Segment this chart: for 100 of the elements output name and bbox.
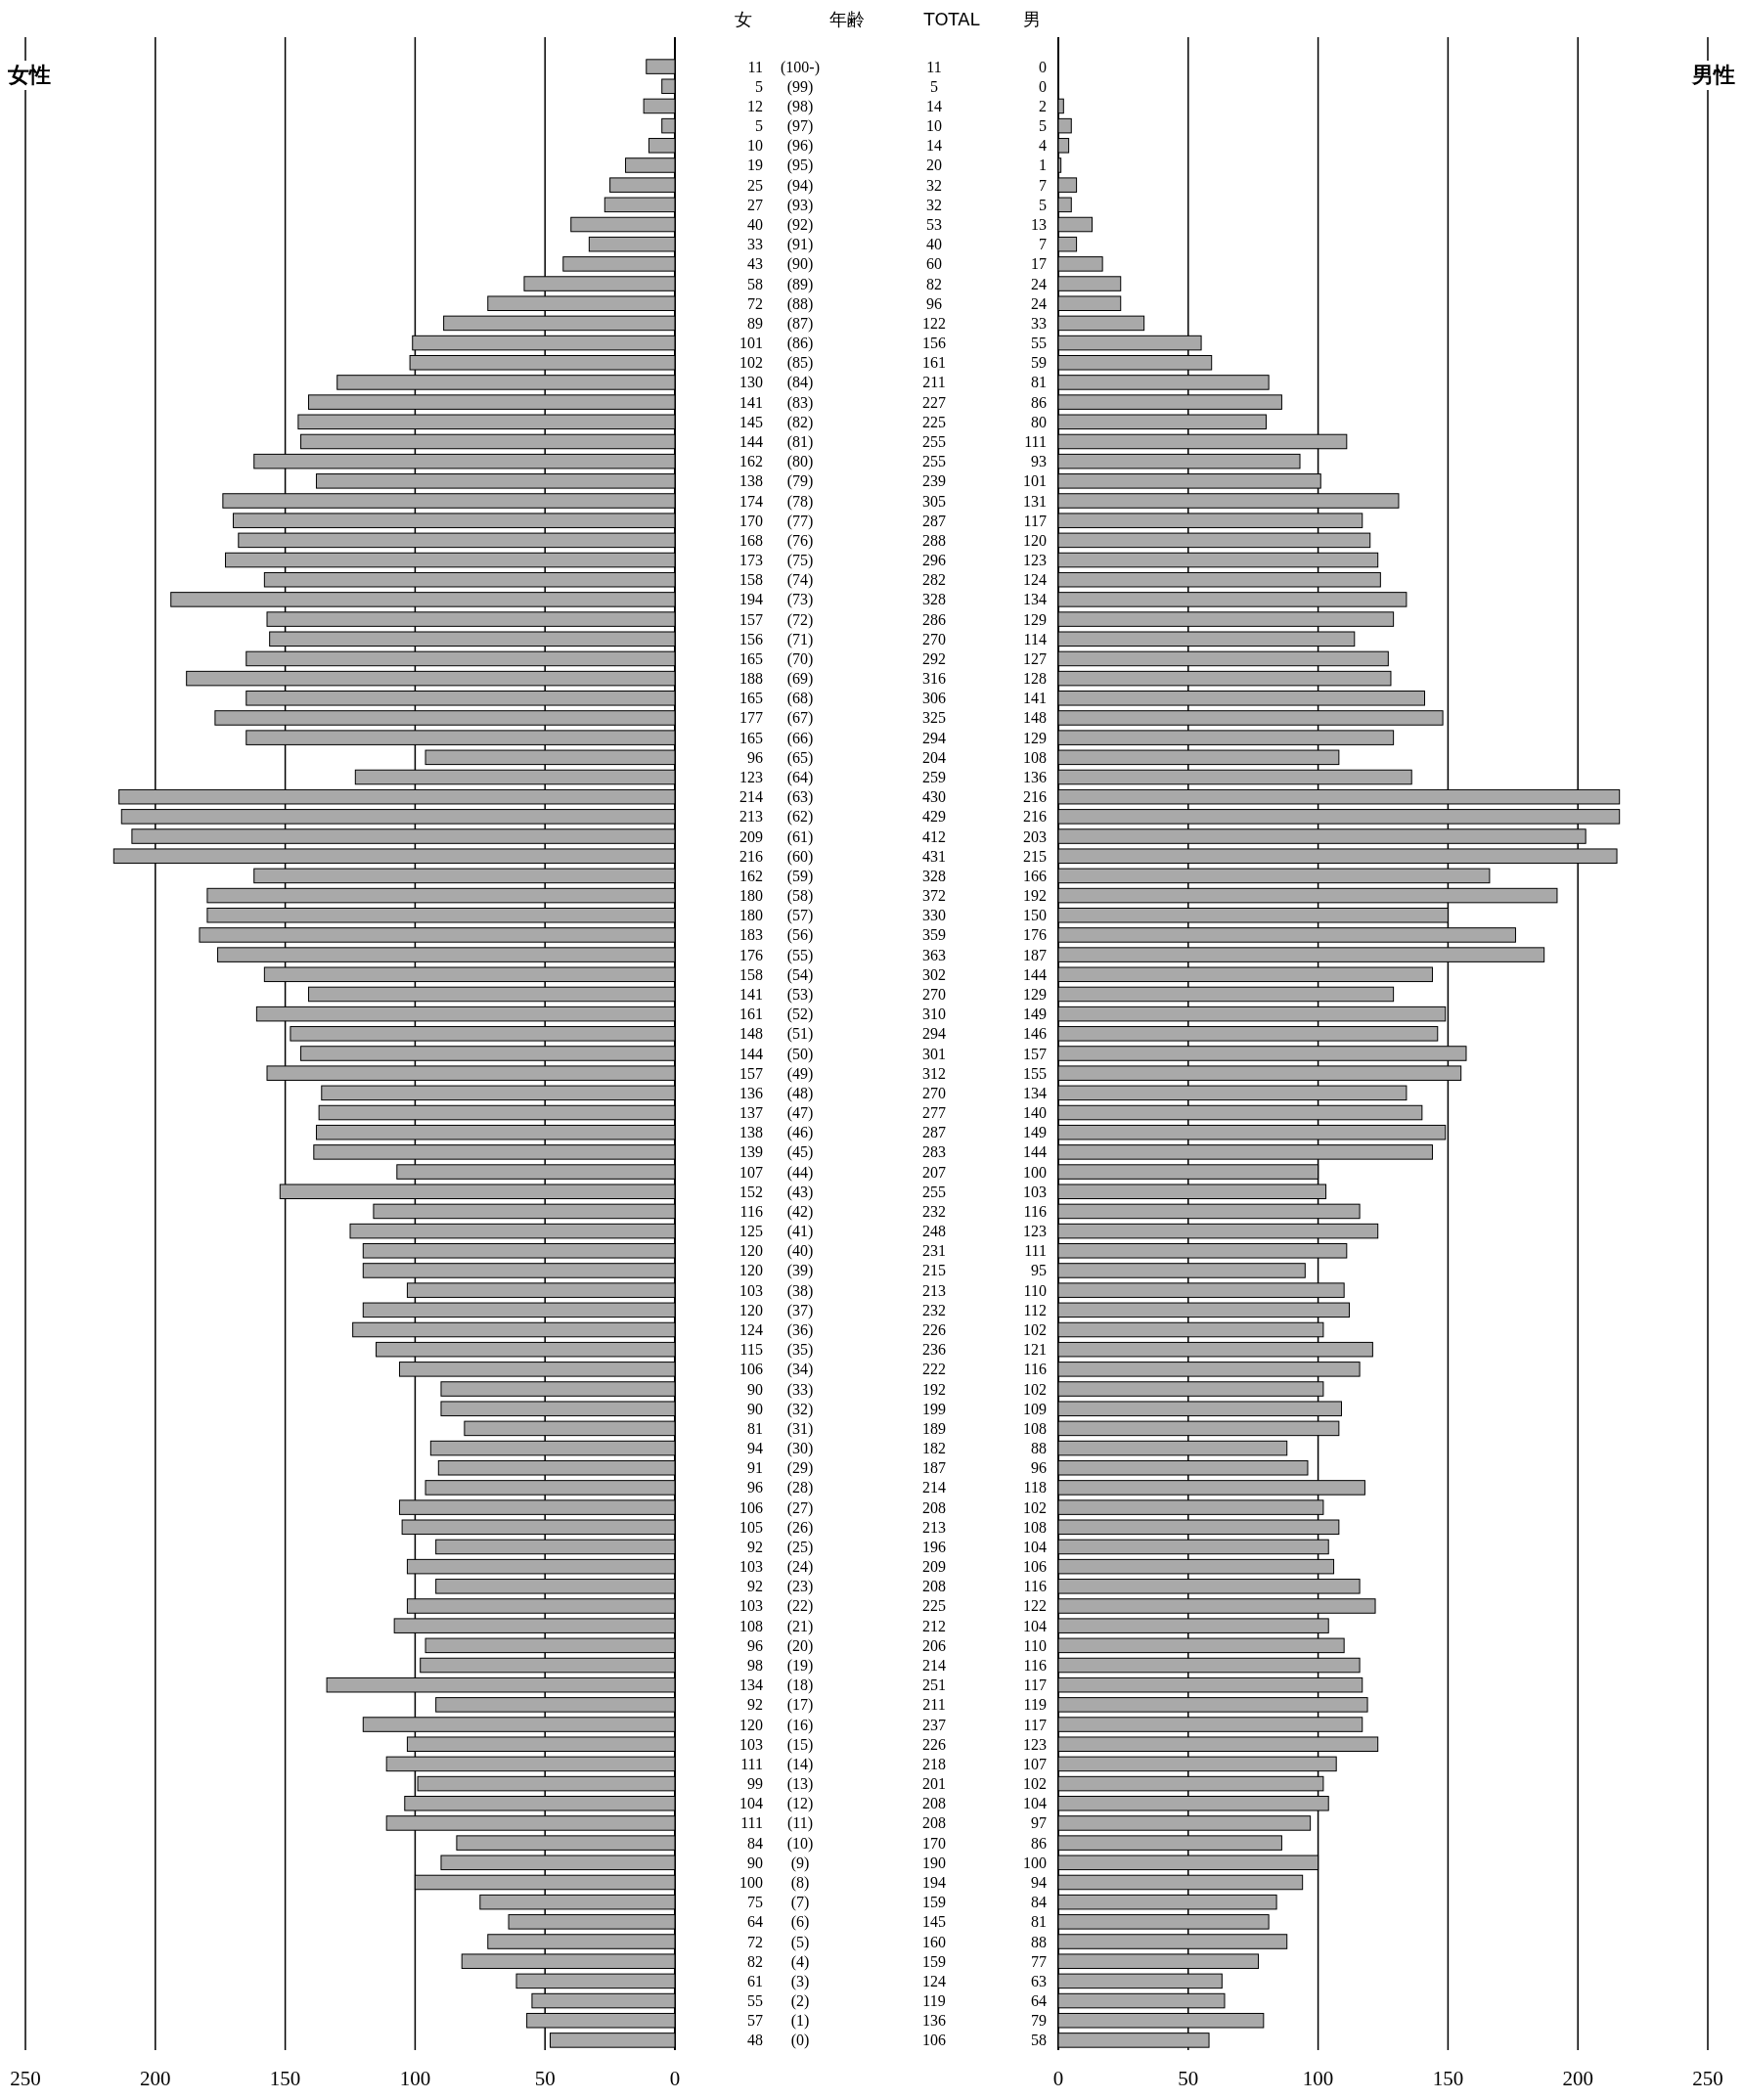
data-label: 176 [1023, 926, 1047, 944]
text: 259 [922, 769, 946, 785]
data-label: 130 [739, 374, 763, 391]
data-label: 33 [1031, 314, 1047, 332]
y-tick-label: (49) [786, 1064, 814, 1083]
data-label: 92 [747, 1538, 763, 1555]
data-label: 43 [747, 255, 763, 273]
y-tick-label: (20) [786, 1636, 814, 1655]
y-tick-label: (65) [786, 748, 814, 767]
data-label: 102 [739, 354, 763, 372]
data-label: 187 [1023, 946, 1047, 963]
data-label: 114 [1023, 630, 1047, 648]
data-label: 106 [739, 1498, 763, 1516]
data-label: 138 [739, 1124, 763, 1141]
y-tick-label: (54) [786, 965, 814, 984]
data-label: 104 [1023, 1617, 1047, 1634]
y-tick-label: (51) [786, 1025, 814, 1044]
data-label: 118 [1023, 1479, 1047, 1497]
text: 294 [922, 1025, 946, 1043]
data-label: 155 [1023, 1064, 1047, 1082]
data-label: 116 [739, 1202, 763, 1220]
y-tick-label: (98) [786, 97, 814, 115]
text: 363 [922, 946, 946, 963]
text: 5 [930, 77, 938, 95]
text: 208 [922, 1795, 946, 1812]
data-label: 157 [1023, 1045, 1047, 1062]
data-label: 27 [747, 196, 763, 213]
text: 270 [922, 985, 946, 1003]
y-tick-label: (37) [786, 1301, 814, 1319]
text: 196 [922, 1538, 946, 1555]
data-label: 216 [1023, 788, 1047, 806]
y-tick-label: (40) [786, 1242, 814, 1261]
data-label: 140 [1023, 1104, 1047, 1122]
y-tick-label: (38) [786, 1281, 814, 1300]
data-label: 158 [739, 571, 763, 589]
data-label: 177 [739, 709, 763, 727]
y-tick-label: (100-) [781, 58, 820, 76]
y-tick-label: (97) [786, 117, 814, 136]
data-label: 144 [739, 432, 763, 450]
data-label: 120 [739, 1301, 763, 1318]
y-tick-label: (16) [786, 1716, 814, 1734]
data-label: 109 [1023, 1400, 1047, 1417]
data-label: 120 [1023, 531, 1047, 549]
data-label: 144 [1023, 1143, 1047, 1161]
y-tick-label: (87) [786, 314, 814, 333]
data-label: 122 [1023, 1597, 1047, 1615]
y-tick-label: (46) [786, 1124, 814, 1142]
data-label: 105 [739, 1518, 763, 1536]
text: 208 [922, 1814, 946, 1832]
text: 328 [922, 867, 946, 884]
y-tick-label: (13) [786, 1775, 814, 1794]
text: 年齢 [829, 9, 865, 29]
text: 431 [922, 847, 946, 865]
y-tick-label: (43) [786, 1183, 814, 1201]
y-tick-label: (5) [790, 1933, 810, 1951]
y-tick-label: (70) [786, 649, 814, 668]
y-tick-label: (29) [786, 1459, 814, 1478]
text: 156 [922, 335, 946, 352]
data-label: 144 [739, 1045, 763, 1062]
text: 283 [922, 1143, 946, 1161]
data-label: 111 [740, 1814, 763, 1832]
y-tick-label: (17) [786, 1696, 814, 1715]
data-label: 138 [739, 472, 763, 490]
y-tick-label: (15) [786, 1735, 814, 1754]
data-label: 134 [1023, 591, 1047, 608]
y-tick-label: (45) [786, 1143, 814, 1162]
x-tick-label: 0 [1052, 2067, 1064, 2090]
text: 312 [922, 1064, 946, 1082]
y-tick-label: (52) [786, 1005, 814, 1024]
y-tick-label: (35) [786, 1341, 814, 1360]
data-label: 0 [1039, 58, 1047, 75]
y-tick-label: (12) [786, 1795, 814, 1813]
data-label: 111 [1024, 1242, 1047, 1260]
data-label: 82 [747, 1952, 763, 1970]
y-tick-label: (21) [786, 1617, 814, 1635]
data-label: 7 [1039, 236, 1047, 253]
data-label: 96 [1031, 1459, 1047, 1477]
y-tick-label: (50) [786, 1045, 814, 1063]
text: 209 [922, 1558, 946, 1576]
y-tick-label: (68) [786, 690, 814, 708]
text: 232 [922, 1301, 946, 1318]
text: 136 [922, 2012, 946, 2030]
data-label: 116 [1023, 1657, 1047, 1675]
data-label: 72 [747, 1933, 763, 1950]
data-label: 103 [739, 1597, 763, 1615]
data-label: 102 [1023, 1498, 1047, 1516]
data-label: 0 [1039, 77, 1047, 95]
y-tick-label: (7) [790, 1894, 810, 1912]
text: 14 [926, 97, 942, 114]
text: 122 [922, 314, 946, 332]
y-tick-label: (32) [786, 1400, 814, 1418]
text: 10 [926, 117, 942, 135]
data-label: 120 [739, 1716, 763, 1733]
data-label: 192 [1023, 887, 1047, 905]
data-label: 102 [1023, 1775, 1047, 1793]
y-tick-label: (8) [790, 1873, 810, 1892]
text: 男性 [1691, 63, 1735, 87]
y-tick-label: (34) [786, 1361, 814, 1379]
data-label: 128 [1023, 670, 1047, 688]
data-label: 174 [739, 492, 763, 510]
